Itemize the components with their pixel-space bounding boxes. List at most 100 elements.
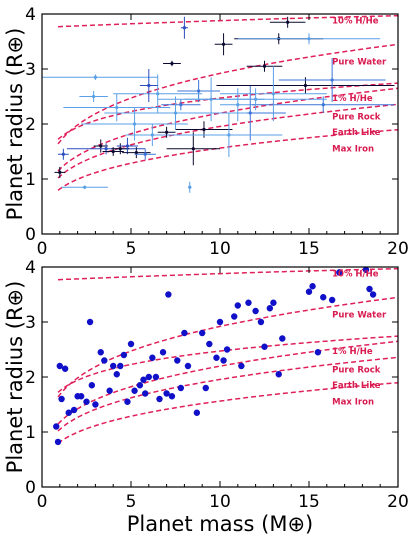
- model-curve-1: [57, 14, 398, 28]
- data-point: [227, 133, 231, 137]
- data-point: [113, 371, 120, 378]
- data-point: [236, 103, 240, 107]
- x-tick-label: 15: [298, 239, 320, 259]
- x-tick-label: 10: [209, 239, 231, 259]
- data-point: [275, 371, 282, 378]
- data-point: [92, 401, 99, 408]
- y-tick-label: 3: [25, 313, 36, 333]
- data-point: [111, 149, 115, 154]
- data-point: [234, 302, 241, 309]
- model-curve-6: [57, 381, 398, 444]
- model-label: Pure Rock: [332, 113, 381, 123]
- data-point: [156, 395, 163, 403]
- data-point: [99, 144, 103, 148]
- data-point: [330, 78, 334, 82]
- data-point: [223, 346, 231, 353]
- data-point: [254, 97, 258, 101]
- x-tick-label: 5: [126, 239, 137, 259]
- model-label: Earth Like: [332, 381, 381, 391]
- model-label: Pure Water: [332, 58, 387, 68]
- model-label: Pure Water: [332, 311, 387, 321]
- data-point: [83, 185, 87, 189]
- data-point: [177, 384, 185, 392]
- x-tick-label: 0: [37, 239, 48, 259]
- data-point: [206, 340, 213, 348]
- data-point: [279, 335, 286, 342]
- data-point: [143, 152, 147, 156]
- data-point: [262, 64, 267, 68]
- y-tick-label: 4: [25, 258, 36, 278]
- model-curve-6: [57, 128, 398, 191]
- data-point: [307, 37, 311, 41]
- data-point: [321, 103, 325, 107]
- data-point: [202, 384, 209, 392]
- model-label: 1% H/He: [332, 94, 373, 104]
- data-point: [173, 111, 178, 115]
- data-point: [110, 362, 117, 370]
- data-point: [182, 26, 186, 30]
- y-tick-label: 0: [25, 225, 36, 245]
- data-point: [221, 42, 226, 46]
- y-tick-label: 3: [25, 60, 36, 80]
- model-curve-4: [57, 340, 398, 425]
- data-point: [117, 362, 124, 370]
- x-tick-label: 10: [209, 492, 231, 512]
- data-point: [257, 318, 265, 326]
- y-axis-title: Planet radius (R⊕): [3, 28, 27, 221]
- model-curve-4: [57, 87, 398, 172]
- data-point: [199, 329, 206, 337]
- data-point: [156, 92, 160, 96]
- data-point: [93, 75, 97, 79]
- model-curve-2: [57, 43, 398, 145]
- data-point: [366, 285, 373, 293]
- data-point: [77, 393, 85, 400]
- data-point: [131, 387, 138, 394]
- data-point: [134, 151, 138, 155]
- data-point: [305, 288, 313, 295]
- y-tick-label: 0: [25, 478, 36, 498]
- x-tick-label: 5: [126, 492, 137, 512]
- data-point: [86, 318, 94, 326]
- data-point: [197, 89, 201, 93]
- data-point: [120, 351, 128, 359]
- x-tick-label: 20: [387, 239, 409, 259]
- data-point: [165, 291, 172, 298]
- data-point: [104, 147, 108, 151]
- data-point: [216, 318, 224, 326]
- model-label: Max Iron: [332, 398, 374, 408]
- data-point: [270, 299, 277, 306]
- top-panel: 10% H/He Pure Water 1% H/He Pure Rock Earth …: [3, 5, 409, 259]
- data-point: [92, 94, 96, 99]
- data-point: [165, 130, 169, 134]
- data-point: [362, 267, 370, 273]
- data-point: [266, 305, 274, 312]
- data-point: [142, 390, 149, 397]
- model-label: 10% H/He: [332, 269, 379, 279]
- model-curve-5: [57, 356, 398, 432]
- data-point: [184, 362, 192, 370]
- plot-area: [53, 267, 398, 446]
- data-point: [271, 92, 275, 96]
- model-curve-1: [57, 267, 398, 281]
- data-point: [163, 390, 170, 397]
- data-point: [168, 393, 176, 400]
- data-point: [181, 329, 188, 337]
- data-point: [147, 83, 151, 88]
- data-point: [70, 406, 78, 414]
- data-point: [106, 387, 113, 394]
- data-point: [245, 299, 252, 306]
- data-point: [238, 362, 245, 370]
- y-axis-title: Planet radius (R⊕): [3, 281, 27, 474]
- data-point: [145, 373, 152, 381]
- data-point: [303, 83, 308, 88]
- data-point: [170, 61, 174, 66]
- data-point: [320, 294, 327, 301]
- data-point: [58, 170, 62, 174]
- data-point: [53, 423, 60, 430]
- data-point: [136, 382, 144, 389]
- data-point: [132, 122, 137, 126]
- data-point: [61, 365, 69, 372]
- plot-area: [42, 14, 398, 193]
- data-point: [152, 373, 160, 381]
